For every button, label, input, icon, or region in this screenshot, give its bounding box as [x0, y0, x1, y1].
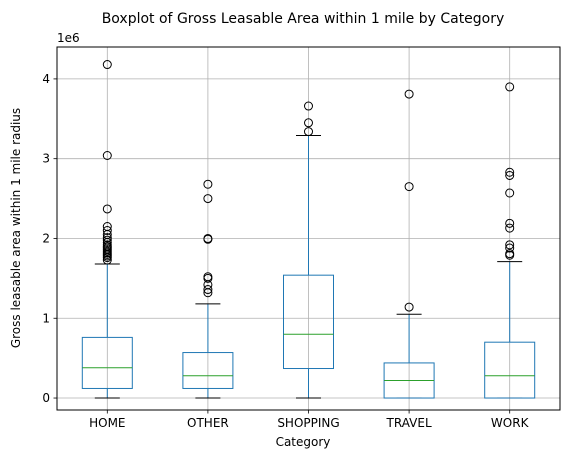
outlier-point: [203, 233, 213, 243]
outlier-point: [102, 151, 112, 161]
x-axis-label: Category: [276, 435, 331, 449]
outlier-point: [102, 240, 112, 250]
y-axis-label: Gross leasable area within 1 mile radius: [9, 108, 23, 348]
plot-area: [56, 46, 561, 411]
box-iqr: [81, 336, 133, 389]
outlier-point: [102, 60, 112, 70]
box-group-travel: [383, 89, 435, 399]
y-tick-label: 2: [42, 231, 50, 245]
box-group-shopping: [283, 101, 334, 399]
outlier-point: [505, 170, 515, 180]
outlier-point: [505, 223, 515, 233]
x-tick-label: WORK: [491, 416, 530, 430]
outlier-point: [304, 101, 313, 111]
x-tick-label: SHOPPING: [277, 416, 339, 430]
outlier-point: [505, 188, 515, 198]
x-tick-label: HOME: [89, 416, 125, 430]
outlier-point: [505, 82, 515, 92]
outlier-point: [304, 127, 313, 137]
outlier-point: [404, 302, 414, 312]
y-axis-ticks: 0 1 2 3 4: [42, 72, 57, 405]
outlier-point: [102, 233, 112, 243]
outlier-point: [304, 118, 313, 128]
y-tick-label: 0: [42, 391, 50, 405]
outlier-point: [102, 222, 112, 232]
chart-title: Boxplot of Gross Leasable Area within 1 …: [102, 11, 505, 27]
y-tick-label: 1: [42, 311, 50, 325]
outlier-point: [404, 89, 414, 99]
outlier-point: [203, 285, 213, 295]
outlier-point: [505, 167, 515, 177]
outlier-point: [102, 255, 112, 265]
outlier-point: [505, 240, 515, 250]
x-tick-label: OTHER: [187, 416, 229, 430]
box-group-other: [182, 179, 234, 399]
outlier-point: [505, 243, 515, 253]
outlier-point: [203, 194, 213, 204]
box-group-work: [484, 82, 536, 399]
outlier-point: [203, 179, 213, 189]
box-iqr: [283, 274, 334, 370]
box-layer: [81, 60, 536, 399]
outlier-point: [102, 204, 112, 214]
y-tick-label: 4: [42, 72, 50, 86]
outlier-point: [102, 225, 112, 235]
outlier-point: [505, 218, 515, 228]
outlier-point: [102, 235, 112, 245]
y-offset-label: 1e6: [57, 31, 80, 45]
x-axis-ticks: HOME OTHER SHOPPING TRAVEL WORK: [89, 410, 530, 430]
box-iqr: [484, 341, 536, 399]
outlier-point: [505, 249, 515, 259]
box-iqr: [182, 352, 234, 389]
box-group-home: [81, 60, 133, 399]
x-tick-label: TRAVEL: [386, 416, 432, 430]
y-tick-label: 3: [42, 152, 50, 166]
outlier-point: [203, 272, 213, 282]
outlier-point: [404, 182, 414, 192]
